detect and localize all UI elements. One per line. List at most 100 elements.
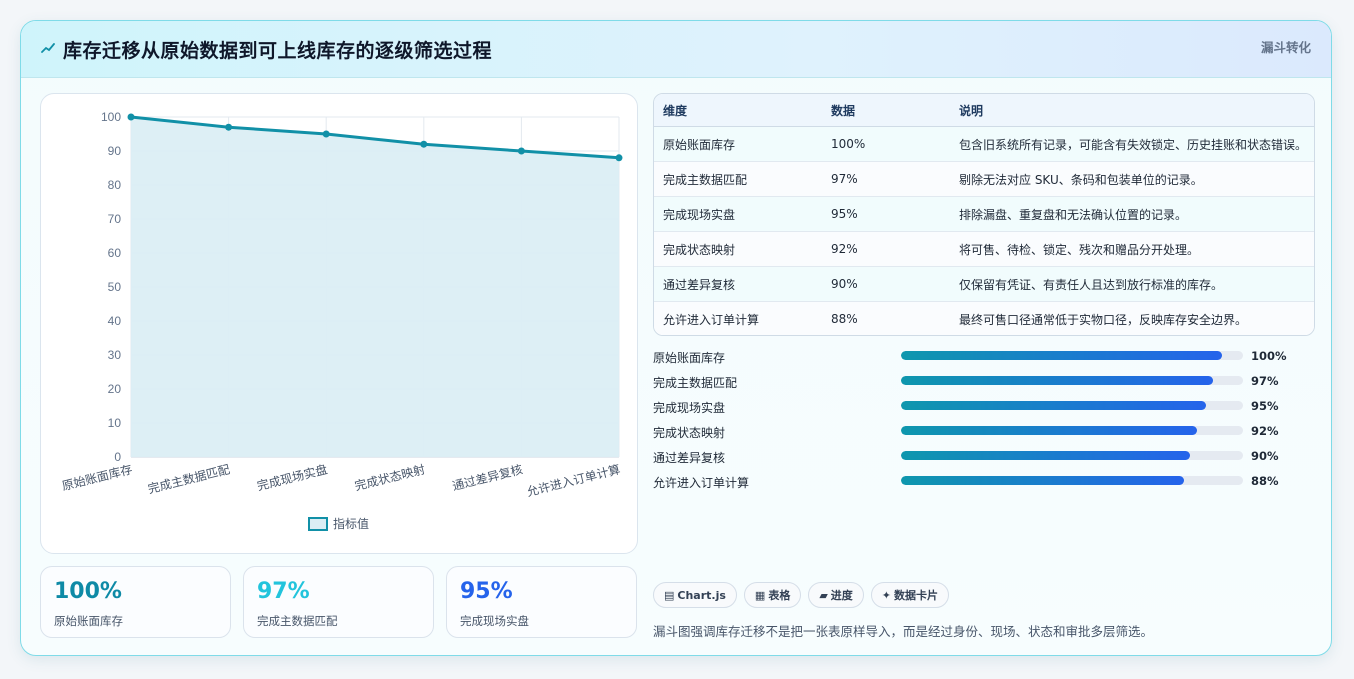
series-area [131,117,619,457]
progress-value: 90% [1251,449,1279,463]
legend-swatch [308,517,328,531]
stat-card: 95% 完成现场实盘 [446,566,637,638]
table-row: 完成主数据匹配 97% 剔除无法对应 SKU、条码和包装单位的记录。 [654,161,1314,197]
y-tick-label: 100 [101,110,121,124]
progress-fill [901,351,1223,360]
table-cell: 仅保留有凭证、有责任人且达到放行标准的库存。 [950,266,1314,302]
chip-label: 数据卡片 [894,589,939,602]
progress-fill [901,401,1207,410]
x-tick-label: 完成主数据匹配 [146,461,231,496]
progress-fill [901,426,1197,435]
stat-value: 100% [54,579,122,604]
progress-track [901,426,1243,435]
data-point [225,123,233,131]
table-cell: 完成现场实盘 [654,196,822,232]
x-tick-label: 通过差异复核 [451,462,524,493]
progress-fill [901,451,1191,460]
table-cell: 完成状态映射 [654,231,822,267]
progress-value: 95% [1251,399,1279,413]
table-header-cell: 说明 [950,94,1314,127]
area-chart: 0 10 20 30 40 50 60 70 80 90 100 原始账面库存 完成主数据匹配 完成现场实… [60,110,623,531]
table-cell: 最终可售口径通常低于实物口径，反映库存安全边界。 [950,301,1314,335]
chart-panel: 0 10 20 30 40 50 60 70 80 90 100 原始账面库存 完成主数据匹配 完成现场实… [40,93,638,554]
dashboard-card: 库存迁移从原始数据到可上线库存的逐级筛选过程 漏斗转化 0 10 20 30 40 50 6… [20,20,1332,656]
progress-list: 原始账面库存 100% 完成主数据匹配 97% 完成现场实盘 95% 完成状态映射 92% 通过… [653,346,1315,496]
table-row: 允许进入订单计算 88% 最终可售口径通常低于实物口径，反映库存安全边界。 [654,301,1314,335]
table-cell: 88% [822,301,950,335]
table-row: 通过差异复核 90% 仅保留有凭证、有责任人且达到放行标准的库存。 [654,266,1314,302]
y-tick-label: 10 [108,416,122,430]
stat-label: 完成主数据匹配 [257,614,338,628]
y-tick-label: 90 [108,144,122,158]
stat-value: 97% [257,579,310,604]
y-tick-label: 80 [108,178,122,192]
footnote: 漏斗图强调库存迁移不是把一张表原样导入，而是经过身份、现场、状态和审批多层筛选。 [653,624,1154,639]
table-cell: 剔除无法对应 SKU、条码和包装单位的记录。 [950,161,1314,197]
progress-label: 完成现场实盘 [653,401,726,415]
stat-value: 95% [460,579,513,604]
trend-icon [41,43,55,53]
sparkle-icon: ✦ [881,589,892,602]
progress-row: 允许进入订单计算 88% [653,471,1315,496]
progress-row: 完成现场实盘 95% [653,396,1315,421]
y-tick-label: 20 [108,382,122,396]
progress-fill [901,376,1213,385]
type-badge: 漏斗转化 [1260,40,1311,55]
progress-track [901,351,1243,360]
progress-track [901,451,1243,460]
progress-label: 原始账面库存 [653,351,726,365]
progress-icon: ▰ [819,589,828,602]
table-row: 原始账面库存 100% 包含旧系统所有记录，可能含有失效锁定、历史挂账和状态错误。 [654,126,1314,162]
table-row: 完成状态映射 92% 将可售、待检、锁定、残次和赠品分开处理。 [654,231,1314,267]
data-point [322,130,330,138]
progress-track [901,376,1243,385]
progress-label: 允许进入订单计算 [653,476,750,490]
table-header-cell: 数据 [822,94,950,127]
chip-chart[interactable]: ▤ Chart.js [653,582,737,608]
table-cell: 100% [822,126,950,162]
y-tick-label: 50 [108,280,122,294]
data-point [420,140,428,148]
progress-row: 完成主数据匹配 97% [653,371,1315,396]
table-icon: ▦ [754,589,766,602]
legend-label: 指标值 [333,516,369,531]
table-cell: 排除漏盘、重复盘和无法确认位置的记录。 [950,196,1314,232]
table-cell: 95% [822,196,950,232]
card-header: 库存迁移从原始数据到可上线库存的逐级筛选过程 漏斗转化 [21,21,1331,78]
table-cell: 97% [822,161,950,197]
x-tick-label: 原始账面库存 [60,461,134,493]
y-tick-label: 40 [108,314,122,328]
table-header-cell: 维度 [654,94,822,127]
y-tick-label: 0 [114,450,121,464]
progress-label: 完成状态映射 [653,426,726,440]
chart-icon: ▤ [664,589,675,602]
tech-chips: ▤ Chart.js ▦ 表格 ▰ 进度 ✦ 数据卡片 [653,582,956,610]
progress-row: 原始账面库存 100% [653,346,1315,371]
progress-value: 97% [1251,374,1279,388]
stat-label: 原始账面库存 [54,614,123,628]
table-cell: 92% [822,231,950,267]
data-table: 维度 数据 说明 原始账面库存 100% 包含旧系统所有记录，可能含有失效锁定、历史挂账… [653,93,1315,336]
progress-label: 通过差异复核 [653,451,726,465]
progress-row: 通过差异复核 90% [653,446,1315,471]
progress-track [901,401,1243,410]
data-point [127,113,135,121]
table-cell: 包含旧系统所有记录，可能含有失效锁定、历史挂账和状态错误。 [950,126,1314,162]
chip-label: 进度 [830,589,853,602]
chip-table[interactable]: ▦ 表格 [743,582,802,608]
x-tick-label: 完成状态映射 [353,461,427,493]
chip-progress[interactable]: ▰ 进度 [808,582,864,608]
data-point [517,147,525,155]
table-cell: 将可售、待检、锁定、残次和赠品分开处理。 [950,231,1314,267]
progress-label: 完成主数据匹配 [653,376,738,390]
progress-track [901,476,1243,485]
chip-sparkle[interactable]: ✦ 数据卡片 [870,582,950,608]
progress-value: 92% [1251,424,1279,438]
table-cell: 90% [822,266,950,302]
page-title: 库存迁移从原始数据到可上线库存的逐级筛选过程 [63,40,493,62]
progress-value: 88% [1251,474,1279,488]
table-cell: 完成主数据匹配 [654,161,822,197]
x-tick-label: 允许进入订单计算 [525,461,622,499]
y-tick-label: 70 [108,212,122,226]
progress-row: 完成状态映射 92% [653,421,1315,446]
